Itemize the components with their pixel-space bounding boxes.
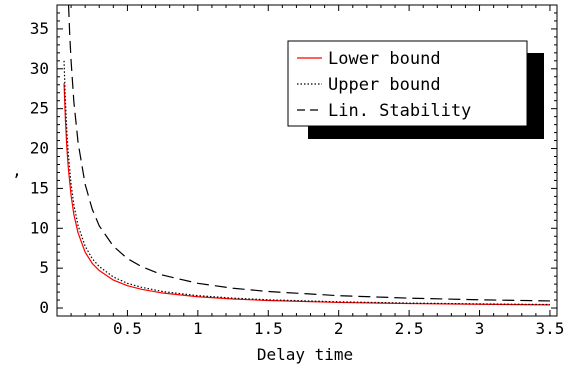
x-tick-label: 3.5 [536,319,565,338]
series-line-lower-bound [63,83,550,306]
y-tick-label: 35 [30,19,49,38]
plot-frame [56,4,558,317]
x-tick-label: 1.5 [254,319,283,338]
y-tick-label: 5 [39,258,49,277]
y-tick-label: 30 [30,59,49,78]
y-tick-label: 10 [30,218,49,237]
x-tick-label: 3 [475,319,485,338]
x-axis-ticks: 0.5 1 1.5 2 2.5 3 3.5 [70,5,565,338]
legend-label-upper-bound: Upper bound [328,75,441,95]
y-tick-label: 0 [39,298,49,317]
series-layer [63,5,550,306]
series-line-upper-bound [63,60,550,306]
x-tick-label: 1 [193,319,203,338]
y-axis-ticks: 0 5 10 15 20 25 30 35 [30,4,557,317]
y-tick-label: 20 [30,139,49,158]
x-axis-title: Delay time [257,345,353,364]
y-tick-label: 25 [30,99,49,118]
legend: Lower bound Upper bound Lin. Stability [287,40,544,139]
legend-box [287,40,528,127]
y-tick-label: 15 [30,178,49,197]
y-axis-title: , [12,161,22,180]
legend-label-lin-stability: Lin. Stability [328,101,471,121]
series-line-lin-stability [67,5,550,302]
legend-label-lower-bound: Lower bound [328,49,441,69]
x-tick-label: 2.5 [395,319,424,338]
x-tick-label: 0.5 [113,319,142,338]
x-tick-label: 2 [334,319,344,338]
